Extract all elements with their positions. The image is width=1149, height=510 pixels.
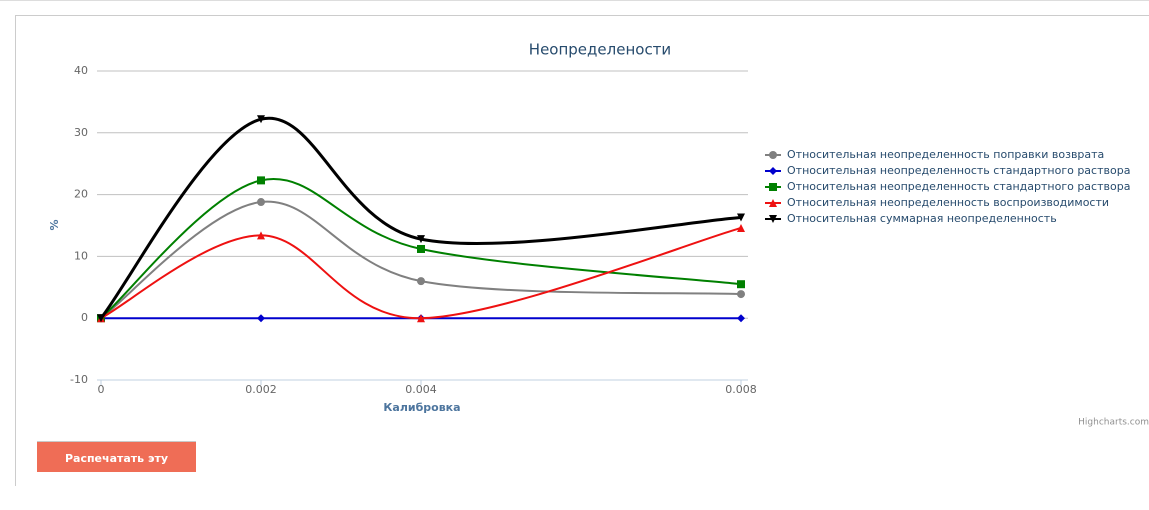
y-tick-label: 0 (81, 311, 88, 324)
marker (737, 223, 745, 232)
marker (737, 213, 745, 222)
marker (769, 167, 777, 175)
marker (737, 314, 745, 323)
marker (417, 235, 425, 244)
y-axis-title: % (48, 219, 61, 230)
marker (417, 277, 425, 286)
marker (769, 215, 777, 223)
x-tick-label: 0.004 (405, 383, 437, 396)
y-tick-label: 20 (74, 188, 88, 201)
marker (769, 151, 777, 159)
y-tick-label: -10 (70, 373, 88, 386)
x-axis-title: Калибровка (383, 401, 460, 414)
series-line (99, 116, 742, 320)
legend-label: Относительная неопределенность стандартн… (787, 180, 1130, 193)
marker (257, 314, 265, 323)
legend-label: Относительная неопределенность воспроизв… (787, 196, 1109, 209)
series-line (100, 178, 742, 319)
y-tick-label: 40 (74, 64, 88, 77)
marker (257, 231, 265, 240)
legend-item[interactable]: Относительная суммарная неопределенность (765, 212, 1057, 225)
series-line (100, 227, 742, 320)
print-button[interactable]: Распечатать эту страницу (37, 441, 196, 499)
top-border (0, 0, 1149, 1)
credits[interactable]: Highcharts.com (1078, 418, 1149, 428)
legend-item[interactable]: Относительная неопределенность воспроизв… (765, 196, 1109, 209)
marker (417, 244, 425, 253)
marker (769, 199, 777, 207)
legend-label: Относительная суммарная неопределенность (787, 212, 1057, 225)
series-line (100, 200, 742, 320)
legend-label: Относительная неопределенность поправки … (787, 148, 1104, 161)
marker (737, 290, 745, 299)
page: Неопределености Калибровка % Highcharts.… (0, 0, 1149, 499)
x-tick-label: 0.002 (245, 383, 277, 396)
legend-item[interactable]: Относительная неопределенность стандартн… (765, 164, 1130, 177)
x-tick-label: 0 (98, 383, 105, 396)
chart-title: Неопределености (529, 41, 671, 59)
x-tick-label: 0.008 (725, 383, 757, 396)
chart: Неопределености Калибровка % Highcharts.… (48, 41, 1149, 428)
marker (417, 314, 425, 323)
marker (257, 198, 265, 207)
y-tick-label: 10 (74, 249, 88, 262)
marker (737, 280, 745, 289)
marker (257, 115, 265, 124)
marker (769, 183, 777, 191)
chart-frame (15, 15, 1149, 486)
marker (257, 176, 265, 185)
legend-item[interactable]: Относительная неопределенность поправки … (765, 148, 1104, 161)
y-tick-label: 30 (74, 126, 88, 139)
legend-item[interactable]: Относительная неопределенность стандартн… (765, 180, 1130, 193)
marker (97, 314, 105, 323)
legend-label: Относительная неопределенность стандартн… (787, 164, 1130, 177)
